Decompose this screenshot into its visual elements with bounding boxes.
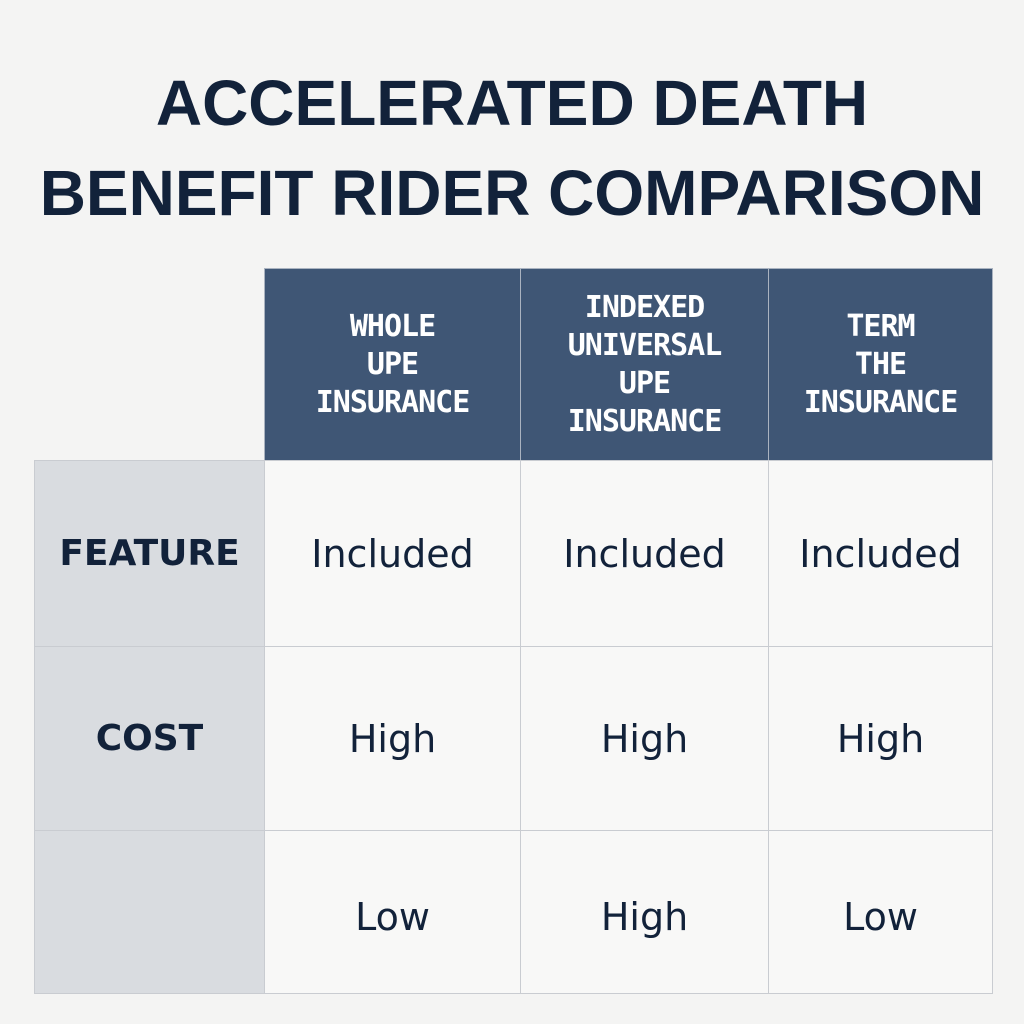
table-cell: High xyxy=(264,646,521,831)
header-line: INSURANCE xyxy=(803,384,959,420)
title-line-1: ACCELERATED DEATH xyxy=(155,67,869,139)
page-title: ACCELERATED DEATH BENEFIT RIDER COMPARIS… xyxy=(0,58,1024,238)
header-line: THE xyxy=(854,346,907,382)
table-cell: High xyxy=(768,646,993,831)
column-header-whole-life: WHOLE UPE INSURANCE xyxy=(264,268,521,461)
header-line: INDEXED xyxy=(584,289,705,325)
table-cell: Included xyxy=(768,460,993,647)
header-line: UPE xyxy=(618,365,671,401)
header-line: INSURANCE xyxy=(567,403,723,439)
title-line-2: BENEFIT RIDER COMPARISON xyxy=(39,157,985,229)
table-cell: Included xyxy=(520,460,769,647)
header-line: UPE xyxy=(366,346,419,382)
row-label-empty xyxy=(34,830,265,994)
row-label-cost: COST xyxy=(34,646,265,831)
table-cell: Low xyxy=(768,830,993,994)
table-cell: Included xyxy=(264,460,521,647)
column-header-indexed-universal-life: INDEXED UNIVERSAL UPE INSURANCE xyxy=(520,268,769,461)
row-label-feature: FEATURE xyxy=(34,460,265,647)
header-line: TERM xyxy=(846,308,915,344)
header-line: UNIVERSAL xyxy=(567,327,723,363)
header-line: INSURANCE xyxy=(315,384,471,420)
table-cell: High xyxy=(520,830,769,994)
table-cell: High xyxy=(520,646,769,831)
table-cell: Low xyxy=(264,830,521,994)
header-line: WHOLE xyxy=(349,308,436,344)
column-header-term-life: TERM THE INSURANCE xyxy=(768,268,993,461)
